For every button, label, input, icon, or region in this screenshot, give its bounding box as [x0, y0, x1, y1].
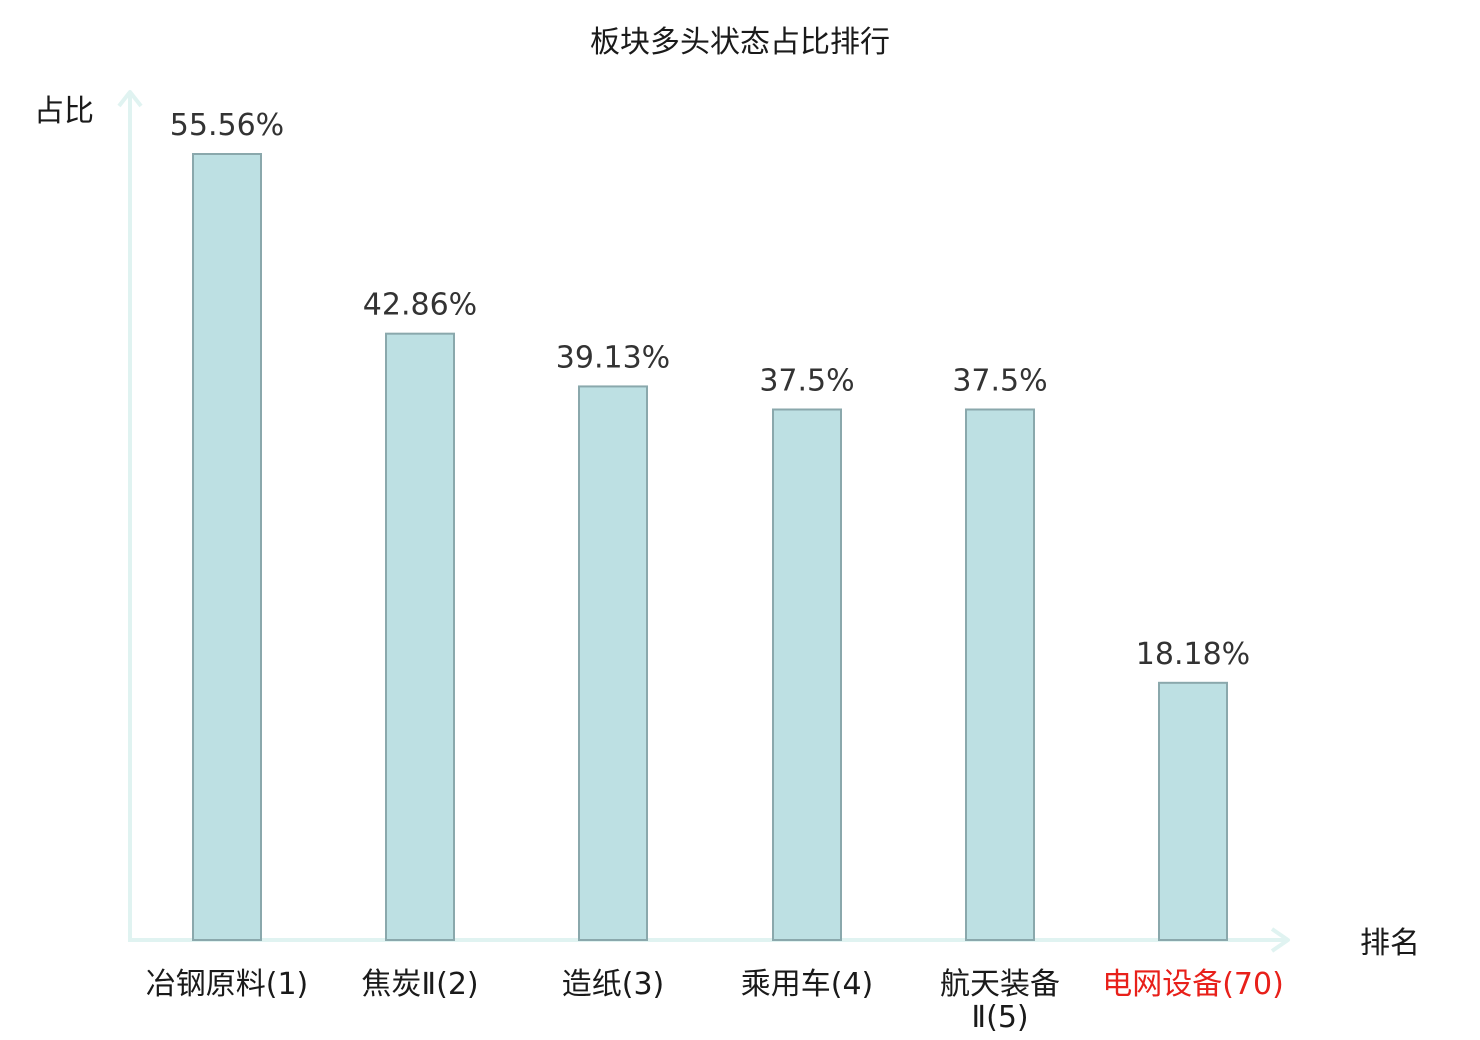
bar-value-label: 37.5% — [952, 363, 1047, 398]
bar-value-label: 55.56% — [170, 108, 284, 143]
bar-value-label: 39.13% — [556, 340, 670, 375]
x-tick-label: 焦炭Ⅱ(2) — [361, 967, 478, 1002]
bar-value-label: 37.5% — [759, 363, 854, 398]
x-axis — [128, 927, 1290, 953]
bar-series — [192, 153, 1228, 941]
x-tick-label: 造纸(3) — [562, 967, 665, 1002]
x-tick-label: 冶钢原料(1) — [146, 967, 309, 1002]
bar — [385, 332, 455, 941]
bar-value-label: 42.86% — [363, 288, 477, 323]
x-tick-label: 乘用车(4) — [741, 967, 874, 1002]
bar-value-label: 18.18% — [1136, 637, 1250, 672]
chart-title: 板块多头状态占比排行 — [590, 25, 890, 60]
x-axis-label: 排名 — [1360, 926, 1420, 961]
x-tick-label: 电网设备(70) — [1102, 967, 1284, 1002]
y-axis-arrow — [117, 90, 143, 108]
bar — [1158, 681, 1228, 941]
bar — [192, 153, 262, 941]
x-tick-labels: 冶钢原料(1) 焦炭Ⅱ(2) 造纸(3) 乘用车(4) 航天装备 Ⅱ(5) 电网设备(70) — [146, 967, 1284, 1035]
bar — [772, 408, 842, 941]
bar — [965, 408, 1035, 941]
x-axis-arrow — [1270, 927, 1290, 953]
x-tick-label: 航天装备 Ⅱ(5) — [940, 967, 1060, 1035]
bar — [578, 385, 648, 941]
y-axis — [117, 90, 143, 940]
y-axis-label: 占比 — [34, 94, 94, 129]
data-labels: 55.56% 42.86% 39.13% 37.5% 37.5% 18.18% — [170, 108, 1250, 672]
